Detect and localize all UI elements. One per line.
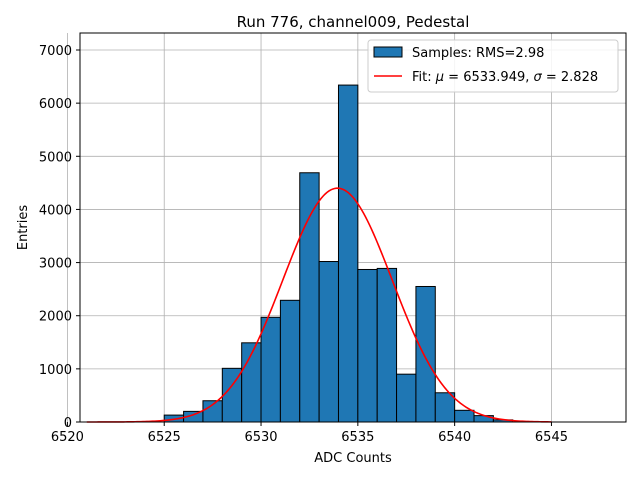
legend-box [367, 39, 619, 93]
legend-histogram-swatch [373, 46, 403, 58]
legend-histogram-label: Samples: RMS=2.98 [412, 46, 544, 61]
histogram-bar-13 [415, 285, 436, 423]
x-tick-label-2: 6530 [244, 430, 277, 445]
histogram-bar-10 [357, 268, 378, 423]
y-tick-label-3: 3000 [39, 257, 72, 272]
y-axis-ticks: 0 1000 2000 3000 4000 5000 6000 7000 [39, 44, 80, 431]
y-tick-label-7: 7000 [39, 44, 72, 59]
histogram-bar-14 [434, 392, 456, 423]
histogram-bar-12 [396, 373, 417, 423]
legend-fit-sigma-value: = 2.828 [542, 70, 598, 85]
y-tick-label-4: 4000 [39, 203, 72, 218]
y-tick-label-1: 1000 [39, 363, 72, 378]
plot-frame [79, 32, 627, 423]
x-tick-label-1: 6525 [148, 430, 181, 445]
legend-fit-label: Fit: μ = 6533.949, σ = 2.828 [412, 70, 598, 85]
x-tick-label-0: 6520 [51, 430, 84, 445]
histogram-bar-15 [454, 409, 475, 423]
x-axis-ticks: 6520 6525 6530 6535 6540 6545 [51, 422, 568, 445]
legend-fit-sigma-symbol: σ [534, 70, 543, 85]
y-tick-label-5: 5000 [39, 150, 72, 165]
legend-fit-mu-value: = 6533.949, [444, 70, 533, 85]
histogram-bar-11 [376, 267, 398, 423]
x-axis-title: ADC Counts [314, 451, 392, 466]
y-tick-label-0: 0 [64, 416, 72, 431]
histogram-bar-8 [318, 261, 339, 423]
fit-curve [86, 187, 552, 423]
legend: Samples: RMS=2.98 Fit: μ = 6533.949, σ =… [367, 39, 619, 93]
x-tick-label-5: 6545 [535, 430, 568, 445]
legend-fit-prefix: Fit: [412, 70, 436, 85]
histogram-bar-6 [279, 299, 301, 423]
legend-fit-mu-symbol: μ [435, 70, 444, 85]
chart-title: Run 776, channel009, Pedestal [237, 13, 470, 31]
y-tick-label-6: 6000 [39, 97, 72, 112]
y-tick-label-2: 2000 [39, 310, 72, 325]
histogram-bar-7 [299, 172, 320, 423]
x-tick-label-4: 6540 [438, 430, 471, 445]
histogram-bar-5 [260, 316, 281, 423]
y-axis-title: Entries [16, 205, 31, 251]
x-tick-label-3: 6535 [341, 430, 374, 445]
histogram-bars [163, 84, 514, 423]
histogram-bar-9 [337, 84, 359, 423]
